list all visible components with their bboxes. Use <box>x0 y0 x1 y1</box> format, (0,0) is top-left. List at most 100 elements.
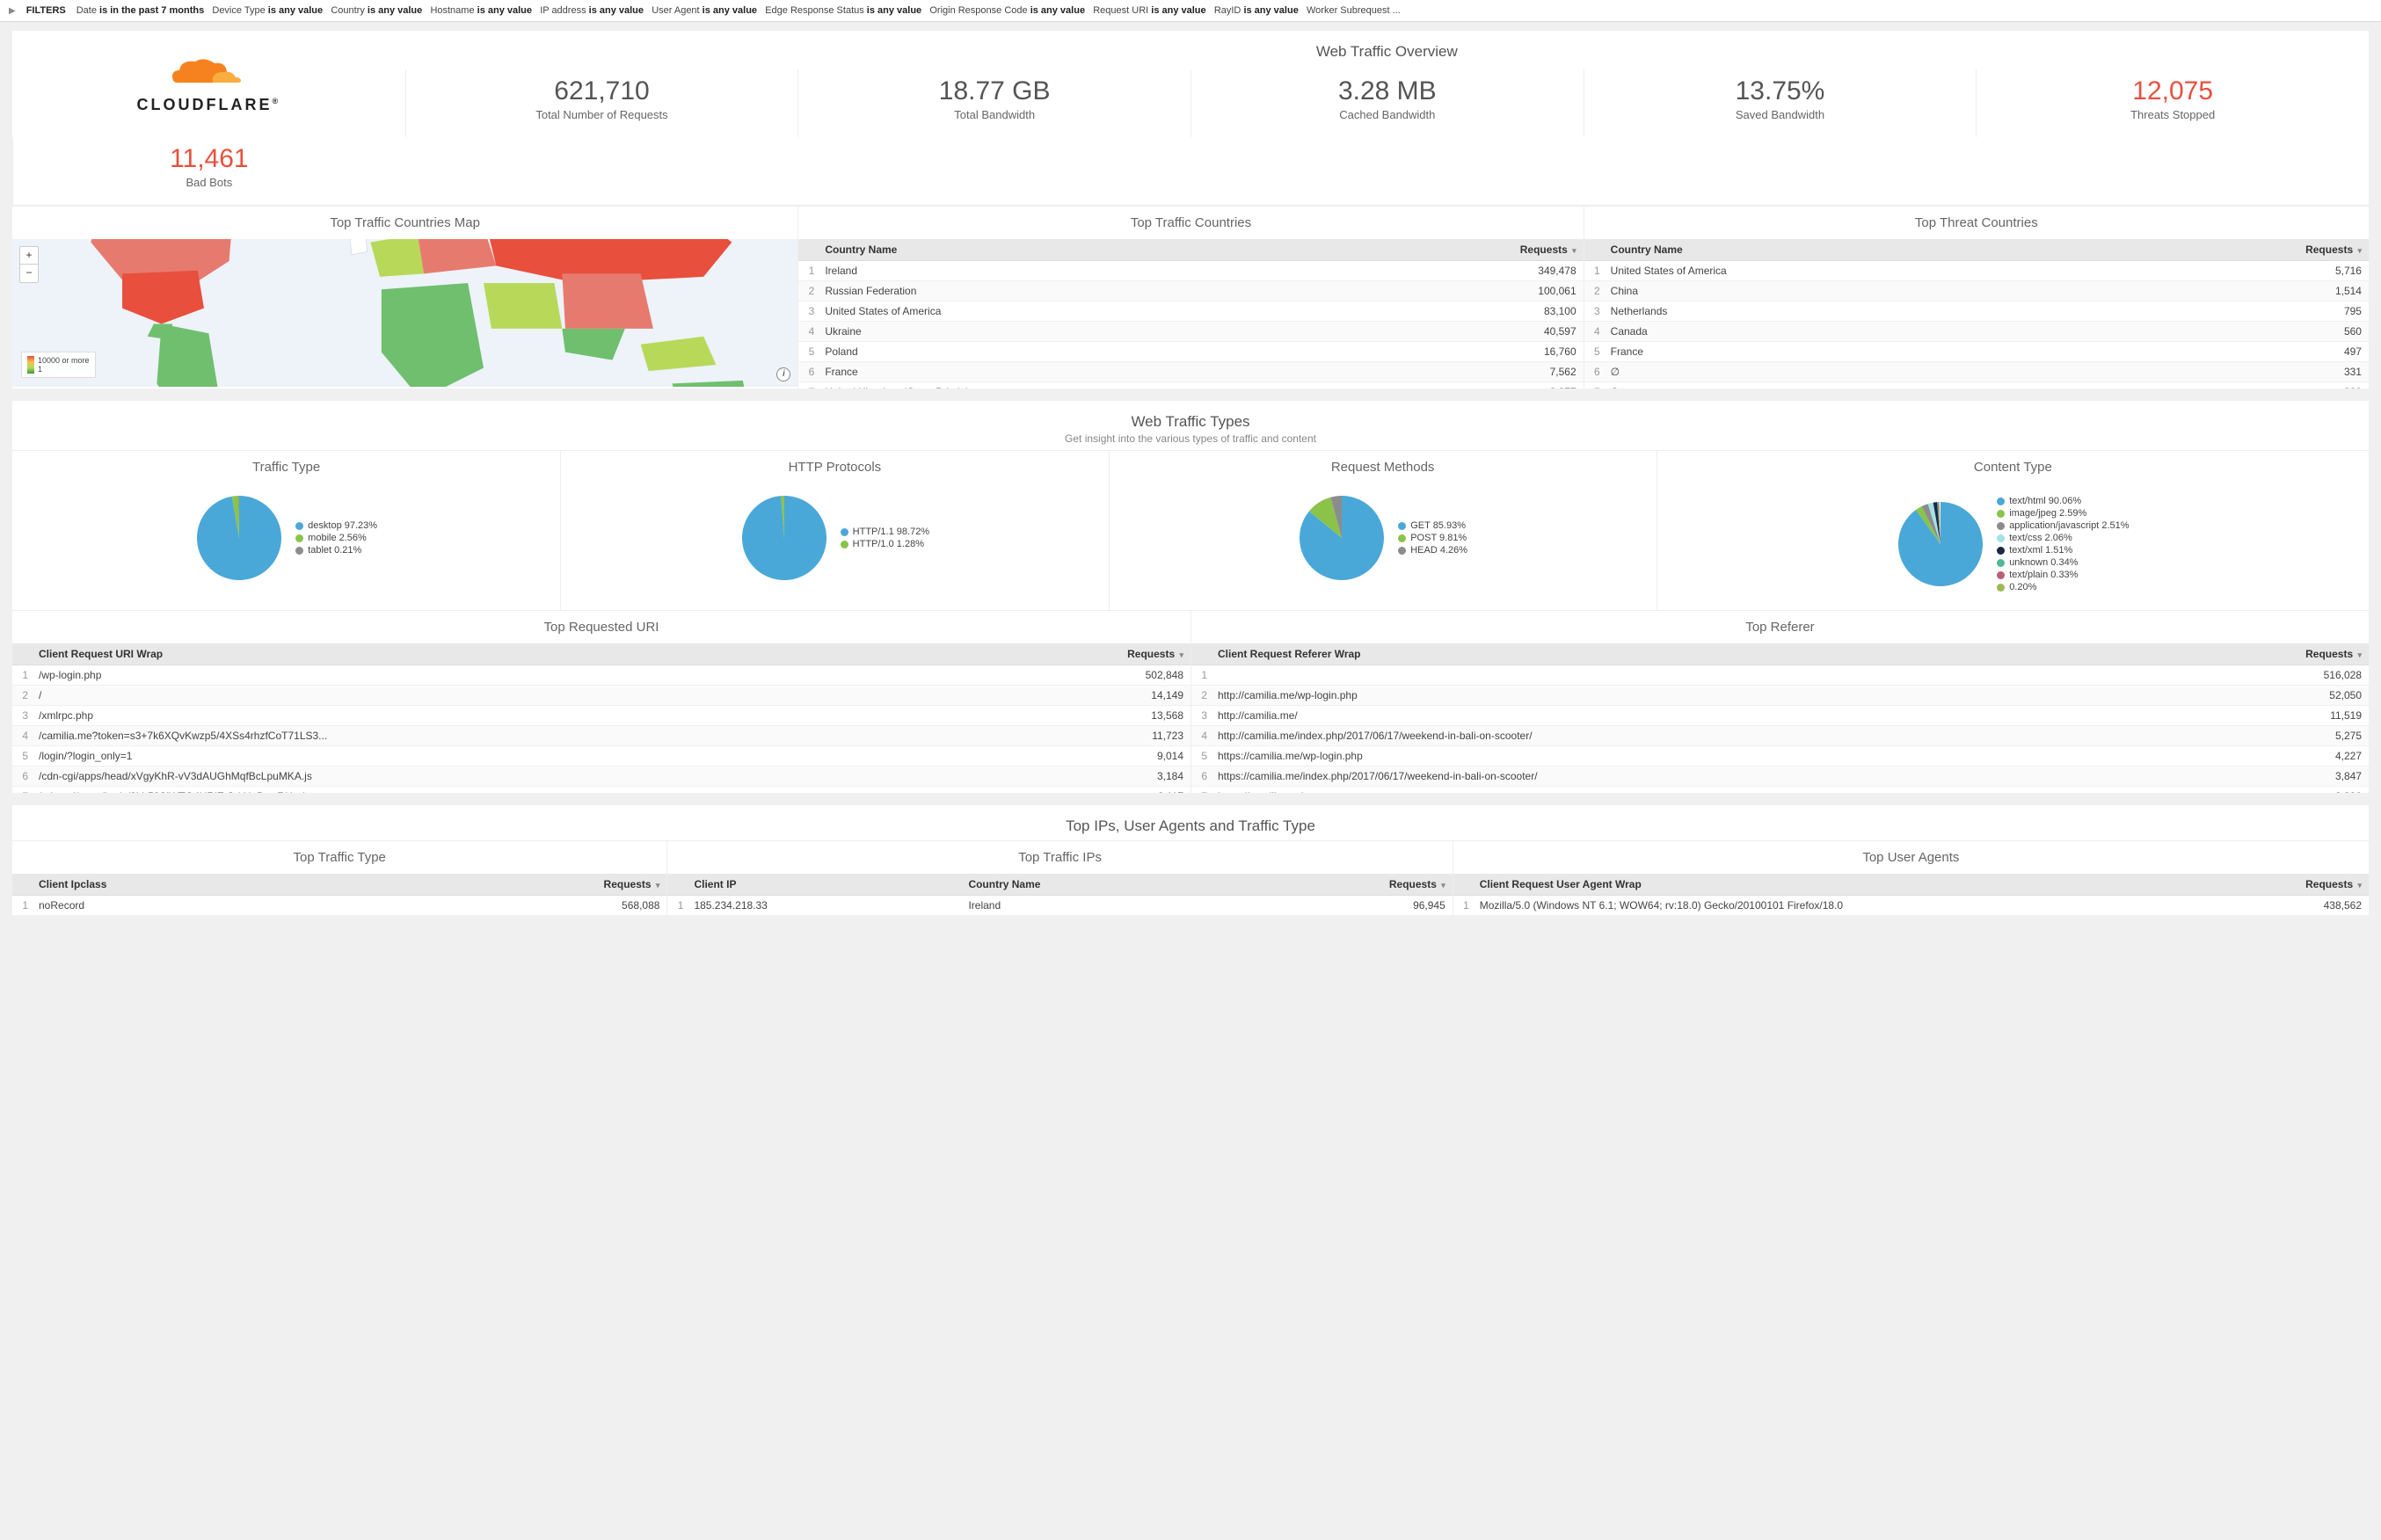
filter-chip[interactable]: Date is in the past 7 months <box>76 5 204 16</box>
legend-item[interactable]: mobile 2.56% <box>295 533 377 543</box>
col-header[interactable]: Requests ▾ <box>2228 874 2369 896</box>
table-row[interactable]: 6France7,562 <box>798 362 1583 382</box>
table-row[interactable]: 4Ukraine40,597 <box>798 322 1583 342</box>
filter-chip[interactable]: Request URI is any value <box>1093 5 1205 16</box>
table-row[interactable]: 2http://camilia.me/wp-login.php52,050 <box>1191 686 2369 706</box>
legend-item[interactable]: HEAD 4.26% <box>1398 545 1467 556</box>
pie-panel-http: HTTP ProtocolsHTTP/1.1 98.72%HTTP/1.0 1.… <box>560 451 1108 610</box>
table-row[interactable]: 7/cdn-cgi/apps/body/3Lh52SjWTQ4HRlErJykH… <box>12 787 1190 794</box>
table-row[interactable]: 7Germany330 <box>1584 382 2369 389</box>
overview-title: Web Traffic Overview <box>405 31 2369 69</box>
col-header[interactable]: Country Name <box>818 239 1348 261</box>
metric-label: Saved Bandwidth <box>1591 108 1970 121</box>
metric-card: 12,075Threats Stopped <box>1976 69 2369 137</box>
legend-item[interactable]: application/javascript 2.51% <box>1997 520 2129 531</box>
table-row[interactable]: 7United Kingdom (Great Britain)3,877 <box>798 382 1583 389</box>
table-row[interactable]: 5France497 <box>1584 342 2369 362</box>
table-row[interactable]: 7https://camilia.me/2,390 <box>1191 787 2369 794</box>
table-row[interactable]: 3United States of America83,100 <box>798 301 1583 322</box>
legend-item[interactable]: HTTP/1.0 1.28% <box>841 539 929 549</box>
table-row[interactable]: 1516,028 <box>1191 665 2369 686</box>
legend-item[interactable]: POST 9.81% <box>1398 533 1467 543</box>
filter-chip[interactable]: Worker Subrequest ... <box>1307 5 1401 16</box>
pie-chart[interactable] <box>195 494 283 582</box>
metric-label: Total Number of Requests <box>413 108 791 121</box>
filters-expand-icon[interactable]: ▶ <box>9 6 16 16</box>
table-row[interactable]: 5https://camilia.me/wp-login.php4,227 <box>1191 746 2369 766</box>
col-header[interactable]: Requests ▾ <box>2229 643 2369 665</box>
col-header[interactable]: Client Request Referer Wrap <box>1211 643 2229 665</box>
world-map[interactable] <box>12 239 797 387</box>
filter-chip[interactable]: IP address is any value <box>540 5 644 16</box>
table-row[interactable]: 4Canada560 <box>1584 322 2369 342</box>
col-header[interactable]: Country Name <box>961 874 1232 896</box>
table-row[interactable]: 1/wp-login.php502,848 <box>12 665 1190 686</box>
col-header[interactable]: Requests ▾ <box>1232 874 1453 896</box>
filter-chip[interactable]: User Agent is any value <box>652 5 757 16</box>
pie-chart[interactable] <box>1298 494 1386 582</box>
filter-chip[interactable]: Hostname is any value <box>430 5 532 16</box>
table-row[interactable]: 4/camilia.me?token=s3+7k6XQvKwzp5/4XSs4r… <box>12 726 1190 746</box>
table-row[interactable]: 1noRecord568,088 <box>12 896 666 916</box>
table-row[interactable]: 3http://camilia.me/11,519 <box>1191 706 2369 726</box>
pie-panel-traffic: Traffic Typedesktop 97.23%mobile 2.56%ta… <box>12 451 560 610</box>
filter-chip[interactable]: Edge Response Status is any value <box>765 5 921 16</box>
table-row[interactable]: 3Netherlands795 <box>1584 301 2369 322</box>
pie-chart[interactable] <box>740 494 828 582</box>
table-row[interactable]: 6∅331 <box>1584 362 2369 382</box>
legend-item[interactable]: text/plain 0.33% <box>1997 570 2129 580</box>
threat-countries-title: Top Threat Countries <box>1584 207 2369 239</box>
col-header[interactable]: Client Ipclass <box>32 874 374 896</box>
col-header[interactable]: Client Request URI Wrap <box>32 643 972 665</box>
col-header[interactable]: Requests ▾ <box>374 874 666 896</box>
table-row[interactable]: 2China1,514 <box>1584 281 2369 301</box>
table-row[interactable]: 3/xmlrpc.php13,568 <box>12 706 1190 726</box>
legend-item[interactable]: tablet 0.21% <box>295 545 377 556</box>
legend-item[interactable]: unknown 0.34% <box>1997 557 2129 568</box>
col-header[interactable]: Client IP <box>687 874 961 896</box>
table-row[interactable]: 1United States of America5,716 <box>1584 261 2369 281</box>
traffic-countries-panel: Top Traffic Countries Country NameReques… <box>797 207 1583 389</box>
legend-item[interactable]: image/jpeg 2.59% <box>1997 508 2129 519</box>
filter-chip[interactable]: Origin Response Code is any value <box>929 5 1085 16</box>
pie-chart[interactable] <box>1897 500 1984 588</box>
metric-value: 18.77 GB <box>805 76 1183 106</box>
col-header[interactable]: Country Name <box>1604 239 2101 261</box>
legend-item[interactable]: GET 85.93% <box>1398 520 1467 531</box>
metric-label: Total Bandwidth <box>805 108 1183 121</box>
col-header[interactable]: Requests ▾ <box>972 643 1190 665</box>
table-row[interactable]: 1Ireland349,478 <box>798 261 1583 281</box>
map-zoom-out-button[interactable]: − <box>20 265 38 282</box>
metric-label: Threats Stopped <box>1984 108 2362 121</box>
table-row[interactable]: 5/login/?login_only=19,014 <box>12 746 1190 766</box>
table-row[interactable]: 2/14,149 <box>12 686 1190 706</box>
map-zoom-in-button[interactable]: + <box>20 247 38 265</box>
cloudflare-logo-icon <box>169 54 248 90</box>
filter-chip[interactable]: Device Type is any value <box>212 5 323 16</box>
table-row[interactable]: 1Mozilla/5.0 (Windows NT 6.1; WOW64; rv:… <box>1453 896 2369 916</box>
legend-item[interactable]: 0.20% <box>1997 582 2129 592</box>
legend-item[interactable]: text/css 2.06% <box>1997 533 2129 543</box>
legend-item[interactable]: HTTP/1.1 98.72% <box>841 527 929 537</box>
col-header[interactable]: Requests ▾ <box>2101 239 2369 261</box>
filter-chip[interactable]: RayID is any value <box>1214 5 1299 16</box>
legend-min: 1 <box>38 365 90 374</box>
traffic-ips-panel: Top Traffic IPs Client IPCountry NameReq… <box>666 841 1452 916</box>
pie-legend: GET 85.93% POST 9.81% HEAD 4.26% <box>1398 519 1467 557</box>
metric-card: 18.77 GB Total Bandwidth <box>797 69 1190 137</box>
traffic-types-section: Web Traffic Types Get insight into the v… <box>12 401 2369 793</box>
legend-item[interactable]: desktop 97.23% <box>295 520 377 531</box>
table-row[interactable]: 1185.234.218.33Ireland96,945 <box>667 896 1452 916</box>
col-header[interactable]: Requests ▾ <box>1348 239 1583 261</box>
table-row[interactable]: 5Poland16,760 <box>798 342 1583 362</box>
legend-item[interactable]: text/html 90.06% <box>1997 496 2129 506</box>
table-row[interactable]: 6https://camilia.me/index.php/2017/06/17… <box>1191 766 2369 787</box>
table-row[interactable]: 4http://camilia.me/index.php/2017/06/17/… <box>1191 726 2369 746</box>
legend-item[interactable]: text/xml 1.51% <box>1997 545 2129 556</box>
filter-chip[interactable]: Country is any value <box>331 5 422 16</box>
table-row[interactable]: 2Russian Federation100,061 <box>798 281 1583 301</box>
threat-countries-panel: Top Threat Countries Country NameRequest… <box>1584 207 2369 389</box>
types-subtitle: Get insight into the various types of tr… <box>12 432 2369 445</box>
table-row[interactable]: 6/cdn-cgi/apps/head/xVgyKhR-vV3dAUGhMqfB… <box>12 766 1190 787</box>
col-header[interactable]: Client Request User Agent Wrap <box>1473 874 2228 896</box>
